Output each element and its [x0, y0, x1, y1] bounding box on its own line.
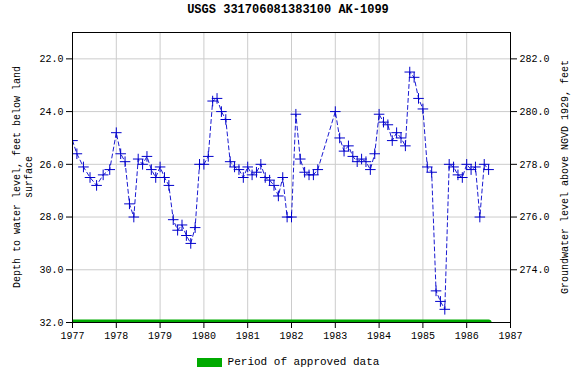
html-text:Period of approved data: Period of approved data	[227, 356, 380, 368]
svg-text:24.0: 24.0	[39, 107, 63, 118]
svg-text:278.0: 278.0	[520, 160, 550, 171]
svg-text:1981: 1981	[236, 331, 260, 342]
svg-text:32.0: 32.0	[39, 318, 63, 329]
svg-text:1984: 1984	[367, 331, 391, 342]
svg-text:1982: 1982	[279, 331, 303, 342]
svg-text:276.0: 276.0	[520, 212, 550, 223]
html-text:USGS 331706081383100 AK-1099: USGS 331706081383100 AK-1099	[187, 3, 389, 17]
svg-text:280.0: 280.0	[520, 107, 550, 118]
svg-text:282.0: 282.0	[520, 54, 550, 65]
svg-text:Groundwater level above NGVD 1: Groundwater level above NGVD 1929, feet	[560, 60, 571, 294]
svg-text:1985: 1985	[411, 331, 435, 342]
svg-text:22.0: 22.0	[39, 54, 63, 65]
svg-text:Depth to water level, feet bel: Depth to water level, feet below landsur…	[12, 66, 35, 288]
svg-text:1987: 1987	[498, 331, 522, 342]
svg-text:1986: 1986	[455, 331, 479, 342]
svg-text:30.0: 30.0	[39, 265, 63, 276]
svg-text:1978: 1978	[104, 331, 128, 342]
svg-text:28.0: 28.0	[39, 212, 63, 223]
svg-text:1977: 1977	[60, 331, 84, 342]
svg-text:274.0: 274.0	[520, 265, 550, 276]
svg-text:1983: 1983	[323, 331, 347, 342]
svg-text:1980: 1980	[192, 331, 216, 342]
svg-text:26.0: 26.0	[39, 160, 63, 171]
svg-text:1979: 1979	[148, 331, 172, 342]
